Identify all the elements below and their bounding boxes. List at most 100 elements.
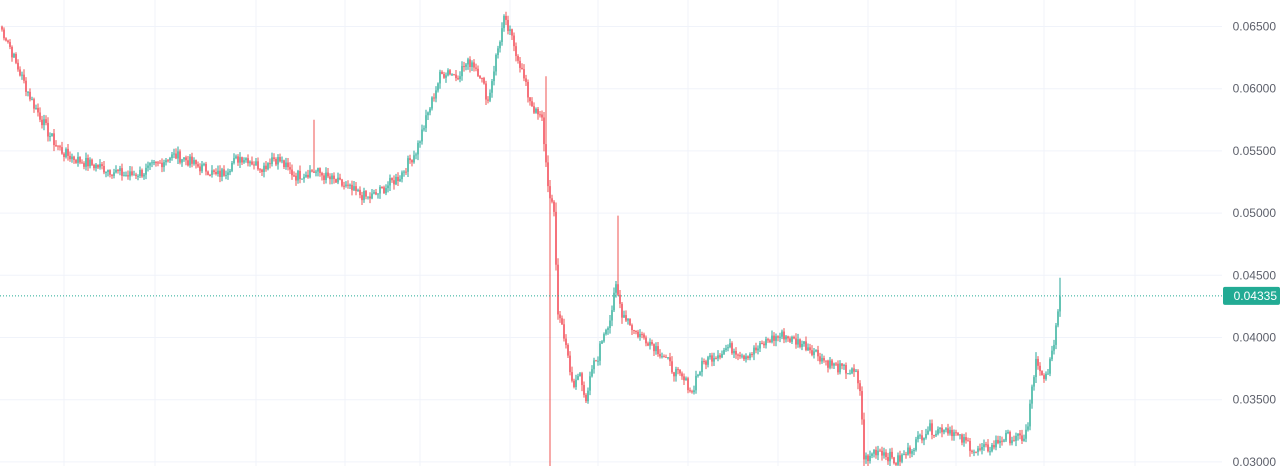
candle-body <box>465 64 467 67</box>
candle <box>701 357 703 377</box>
candle <box>399 175 401 182</box>
candle-body <box>849 373 851 375</box>
candle <box>681 371 683 380</box>
candle-body <box>427 112 429 116</box>
candle-body <box>863 419 865 460</box>
candle-body <box>285 162 287 168</box>
candle-body <box>467 59 469 65</box>
candle-body <box>651 341 653 345</box>
candle <box>451 73 453 76</box>
candle-body <box>297 170 299 181</box>
candle <box>647 341 649 347</box>
candle-body <box>713 358 715 362</box>
candle <box>251 156 253 166</box>
candle-body <box>81 162 83 164</box>
candle-body <box>947 428 949 434</box>
candle-body <box>827 360 829 368</box>
candle-body <box>93 164 95 169</box>
candle-body <box>913 449 915 452</box>
candle <box>599 341 601 366</box>
candle <box>1019 430 1021 440</box>
candle-body <box>267 163 269 170</box>
candle <box>733 348 735 359</box>
candle <box>501 22 503 46</box>
candle <box>1003 438 1005 443</box>
candle <box>1037 356 1039 370</box>
candle-body <box>571 372 573 381</box>
candle <box>457 75 459 81</box>
candle <box>83 161 85 170</box>
candle <box>793 335 795 340</box>
candle-body <box>379 187 381 194</box>
candle-body <box>281 160 283 162</box>
candle-body <box>823 358 825 361</box>
candle-body <box>977 448 979 452</box>
candle-body <box>369 196 371 199</box>
candle-body <box>521 67 523 70</box>
candle-body <box>51 133 53 136</box>
candle-body <box>887 457 889 462</box>
candle <box>935 430 937 437</box>
candle-body <box>743 355 745 360</box>
candle <box>997 435 999 445</box>
candle <box>149 162 151 171</box>
candle <box>1035 352 1037 384</box>
candle-body <box>339 177 341 180</box>
candle-body <box>197 164 199 167</box>
candle <box>675 366 677 382</box>
candle <box>295 172 297 186</box>
candle <box>979 443 981 452</box>
candle <box>815 349 817 353</box>
candle <box>227 168 229 180</box>
price-axis[interactable]: 0.06500 0.06000 0.05500 0.05000 0.04500 0.040… <box>1223 19 1280 466</box>
candle-body <box>671 361 673 373</box>
candle <box>75 158 77 164</box>
candle <box>651 339 653 346</box>
candle-body <box>711 355 713 362</box>
candle <box>761 340 763 345</box>
candle <box>73 155 75 164</box>
candle-body <box>435 90 437 99</box>
candle <box>449 69 451 76</box>
candle-body <box>463 66 465 68</box>
candle-body <box>193 160 195 164</box>
candle <box>879 448 881 452</box>
candle-body <box>779 336 781 338</box>
candle-body <box>303 176 305 179</box>
candle-body <box>1055 325 1057 345</box>
candle-body <box>613 292 615 311</box>
candle <box>199 163 201 176</box>
candle-body <box>101 164 103 166</box>
candle <box>223 165 225 177</box>
candle <box>839 360 841 375</box>
candle <box>271 152 273 167</box>
candle-body <box>991 445 993 452</box>
candle-body <box>1043 375 1045 379</box>
candle <box>863 412 865 466</box>
candle-body <box>787 336 789 339</box>
candle-body <box>869 455 871 462</box>
candle-body <box>329 176 331 180</box>
candle-body <box>1015 435 1017 441</box>
candle <box>55 140 57 147</box>
candle-body <box>287 162 289 168</box>
candle-body <box>225 175 227 177</box>
candle <box>593 357 595 374</box>
candle-body <box>1009 431 1011 444</box>
candle <box>57 145 59 151</box>
candle <box>613 287 615 313</box>
candle <box>443 71 445 79</box>
y-tick-label: 0.06000 <box>1233 82 1277 96</box>
candle-body <box>55 145 57 147</box>
candle-body <box>721 353 723 358</box>
candle-body <box>837 363 839 373</box>
candle-body <box>639 334 641 337</box>
candle <box>1055 323 1057 350</box>
candle <box>1045 371 1047 381</box>
candle-body <box>579 373 581 377</box>
candle <box>327 167 329 179</box>
candle-body <box>13 53 15 58</box>
candle-body <box>749 354 751 359</box>
